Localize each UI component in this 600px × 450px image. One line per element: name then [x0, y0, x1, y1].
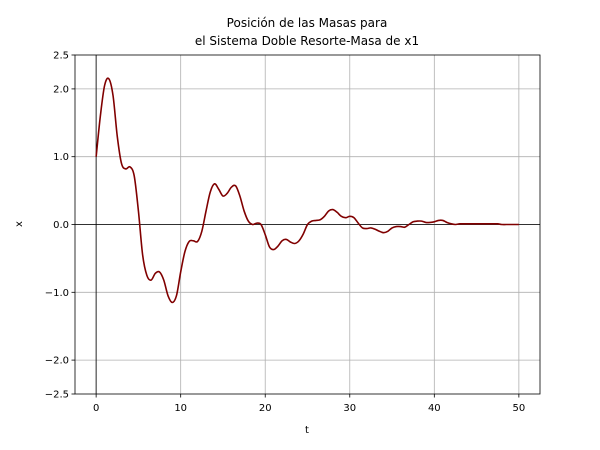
x-tick-label: 10 — [174, 403, 187, 414]
x-tick-label: 0 — [93, 403, 99, 414]
y-tick-label: 2.5 — [53, 51, 69, 62]
x-tick-label: 50 — [512, 403, 525, 414]
x-tick-label: 20 — [259, 403, 272, 414]
x-tick-label: 30 — [343, 403, 356, 414]
y-tick-label: 0.0 — [53, 220, 69, 231]
chart-title-line1: Posición de las Masas para — [227, 16, 388, 30]
y-tick-label: 1.0 — [53, 152, 69, 163]
chart-title-line2: el Sistema Doble Resorte-Masa de x1 — [195, 34, 419, 48]
x-tick-label: 40 — [428, 403, 441, 414]
tick-layer: 0 10 20 30 40 50 −2.5 −2.0 −1.0 0.0 1.0 2.0 2.5 — [45, 51, 526, 415]
y-tick-label: −1.0 — [45, 288, 69, 299]
y-axis-label: x — [14, 221, 25, 227]
x-axis-label: t — [305, 425, 309, 436]
series-layer — [95, 77, 519, 304]
y-tick-label: 2.0 — [53, 84, 69, 95]
series-line-x1 — [95, 77, 519, 304]
y-tick-label: −2.0 — [45, 356, 69, 367]
y-tick-label: −2.5 — [45, 390, 69, 401]
